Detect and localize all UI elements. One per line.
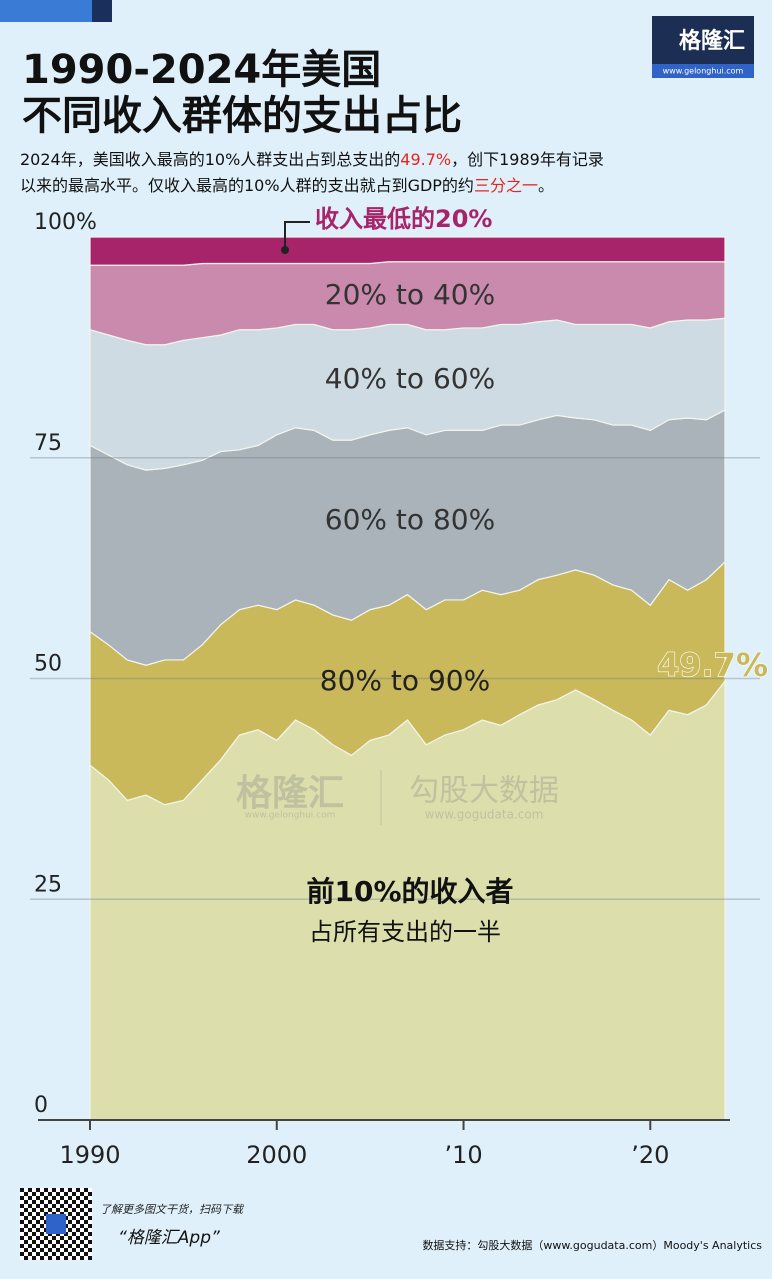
leader-line [284, 221, 310, 250]
watermark-name: 勾股大数据 [409, 774, 559, 809]
subtitle: 2024年，美国收入最高的10%人群支出占到总支出的49.7%，创下1989年有… [20, 150, 604, 169]
watermark-name: 格隆汇 [236, 773, 344, 814]
plot: 0 25 50 75 100% 1990 2000 ’10 ’20 前10%的收入者 80% to … [30, 205, 769, 1169]
x-tick-label: ’20 [631, 1141, 669, 1169]
series-label: 20% to 40% [325, 278, 495, 311]
series-label: 60% to 80% [325, 503, 495, 536]
y-tick-label: 25 [34, 872, 62, 897]
series-label: 80% to 90% [320, 664, 490, 697]
y-tick-label: 100% [34, 210, 97, 235]
series-label: 收入最低的20% [315, 205, 492, 233]
qr-text: 了解更多图文干货，扫码下载 [100, 1203, 245, 1216]
logo-url: www.gelonghui.com [663, 67, 744, 76]
logo-name: 格隆汇 [679, 28, 745, 54]
annotation: 占所有支出的一半 [309, 918, 501, 946]
series-label: 前10%的收入者 [306, 875, 513, 908]
y-tick-label: 50 [34, 652, 62, 677]
app-name: “格隆汇App” [118, 1228, 220, 1248]
watermark: 格隆汇 www.gelonghui.com 勾股大数据 www.gogudata… [236, 770, 559, 825]
subtitle-part: ，创下1989年有记录 [451, 150, 604, 169]
watermark-url: www.gogudata.com [425, 808, 544, 822]
area [89, 236, 726, 266]
subtitle-part: 三分之一 [474, 176, 538, 195]
title: 不同收入群体的支出占比 [22, 93, 462, 139]
corner-bar [0, 0, 92, 22]
y-tick-label: 75 [34, 431, 62, 456]
y-tick-label: 0 [34, 1093, 48, 1118]
x-tick-label: ’10 [444, 1141, 482, 1169]
source: 数据支持：勾股大数据（www.gogudata.com）Moody's Anal… [422, 1238, 762, 1252]
subtitle: 以来的最高水平。仅收入最高的10%人群的支出就占到GDP的约三分之一。 [20, 176, 554, 195]
x-tick-label: 2000 [246, 1141, 307, 1169]
watermark-url: www.gelonghui.com [245, 811, 336, 821]
qr-logo [46, 1214, 66, 1234]
corner-bar [92, 0, 112, 22]
title: 1990-2024年美国 [22, 47, 381, 93]
x-tick-label: 1990 [59, 1141, 120, 1169]
value-label: 49.7% [657, 646, 768, 684]
leader-dot [281, 246, 289, 254]
series-label: 40% to 60% [325, 362, 495, 395]
subtitle-part: 。 [538, 176, 554, 195]
subtitle-part: 2024年，美国收入最高的10%人群支出占到总支出的 [20, 150, 400, 169]
subtitle-part: 以来的最高水平。仅收入最高的10%人群的支出就占到GDP的约 [20, 176, 474, 195]
subtitle-part: 49.7% [400, 150, 451, 169]
logo-strip [652, 64, 754, 78]
